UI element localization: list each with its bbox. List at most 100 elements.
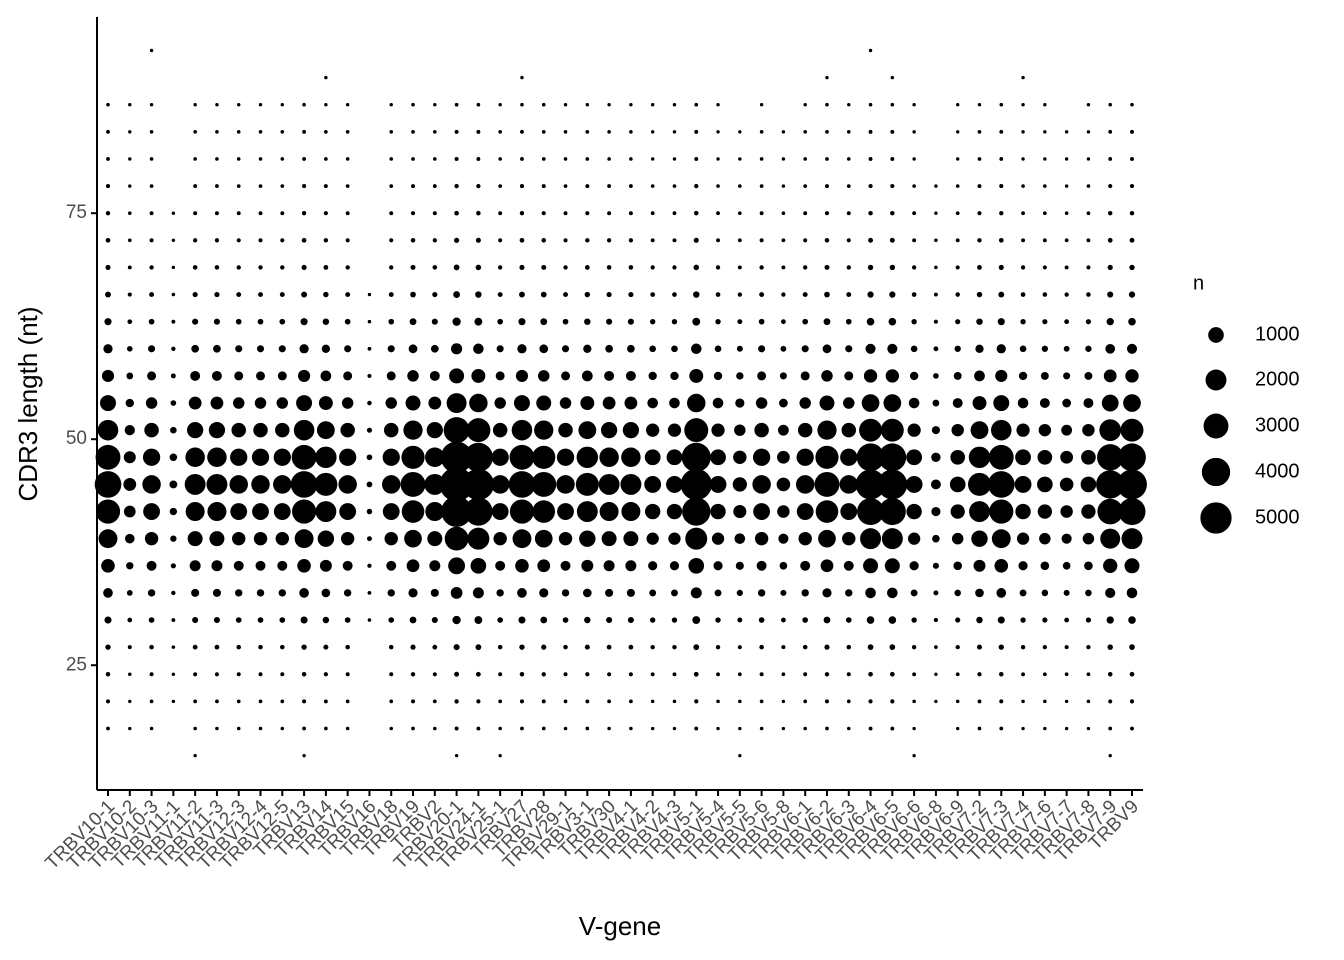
- bubble: [759, 699, 764, 704]
- bubble: [563, 238, 568, 243]
- bubble: [149, 726, 154, 731]
- bubble: [105, 672, 111, 677]
- bubble: [1042, 672, 1047, 677]
- bubble: [1061, 424, 1073, 436]
- bubble: [1106, 616, 1114, 624]
- bubble: [628, 291, 634, 298]
- bubble: [1107, 671, 1113, 677]
- bubble: [692, 616, 701, 624]
- bubble: [101, 369, 115, 383]
- bubble: [585, 157, 590, 161]
- bubble: [715, 292, 721, 297]
- bubble: [956, 102, 960, 107]
- bubble: [498, 699, 503, 704]
- bubble: [585, 726, 590, 731]
- bubble: [475, 237, 481, 243]
- bubble: [170, 426, 177, 434]
- bubble: [1097, 498, 1124, 525]
- bubble: [491, 448, 509, 466]
- bubble: [666, 475, 683, 493]
- bubble: [474, 317, 483, 326]
- bubble: [955, 645, 960, 650]
- bubble: [998, 237, 1004, 243]
- bubble: [977, 102, 982, 107]
- bubble: [277, 371, 287, 381]
- bubble: [934, 699, 938, 704]
- bubble: [367, 618, 372, 622]
- bubble: [258, 672, 263, 677]
- bubble: [952, 398, 963, 409]
- bubble: [105, 237, 111, 243]
- bubble: [382, 448, 400, 466]
- bubble: [889, 671, 895, 677]
- bubble: [801, 589, 809, 597]
- bubble: [1130, 102, 1134, 107]
- bubble: [149, 211, 154, 216]
- bubble: [999, 211, 1004, 216]
- bubble: [454, 129, 459, 134]
- bubble: [410, 264, 416, 270]
- bubble: [1063, 589, 1070, 596]
- bubble: [714, 589, 722, 597]
- bubble: [649, 345, 657, 353]
- bubble: [672, 238, 677, 243]
- bubble: [693, 237, 699, 243]
- bubble: [383, 422, 399, 438]
- bubble: [797, 422, 813, 438]
- bubble: [563, 726, 568, 731]
- bubble: [868, 237, 874, 243]
- bubble: [803, 130, 807, 134]
- bubble: [280, 238, 285, 243]
- bubble: [1064, 265, 1069, 270]
- bubble: [192, 616, 199, 624]
- bubble: [498, 157, 502, 161]
- bubble: [650, 211, 655, 216]
- bubble: [878, 443, 907, 472]
- bubble: [323, 184, 328, 189]
- bubble: [855, 469, 886, 500]
- bubble: [235, 617, 242, 623]
- bubble: [1128, 616, 1136, 624]
- bubble: [498, 184, 503, 188]
- bubble: [322, 318, 330, 325]
- bubble: [366, 508, 373, 515]
- bubble: [367, 400, 372, 406]
- bubble: [840, 503, 858, 520]
- bubble: [845, 617, 852, 623]
- bubble: [367, 591, 372, 595]
- bubble: [931, 426, 940, 435]
- bubble: [1018, 371, 1028, 381]
- bubble: [1043, 699, 1047, 704]
- bubble: [302, 726, 306, 731]
- bubble: [890, 129, 895, 134]
- bubble: [759, 130, 764, 134]
- bubble: [192, 644, 198, 650]
- bubble: [607, 130, 611, 134]
- bubble: [563, 184, 568, 188]
- bubble: [781, 645, 786, 650]
- bubble: [777, 505, 790, 518]
- bubble: [1123, 394, 1141, 412]
- bubble: [440, 441, 473, 474]
- bubble: [235, 589, 243, 597]
- bubble: [541, 644, 547, 650]
- bubble: [671, 318, 678, 325]
- bubble: [846, 726, 851, 731]
- bubble: [193, 726, 197, 731]
- bubble: [778, 533, 789, 544]
- bubble: [408, 344, 418, 354]
- bubble: [432, 238, 437, 243]
- bubble: [1086, 672, 1091, 677]
- bubble: [737, 672, 742, 677]
- bubble: [433, 157, 437, 161]
- bubble: [650, 130, 655, 134]
- bubble: [817, 420, 837, 440]
- bubble: [1042, 292, 1048, 297]
- bubble: [149, 157, 154, 161]
- bubble: [627, 318, 634, 325]
- bubble: [755, 397, 768, 409]
- bubble: [883, 394, 902, 412]
- bubble: [1064, 184, 1069, 188]
- bubble: [953, 371, 962, 380]
- bubble: [515, 558, 529, 573]
